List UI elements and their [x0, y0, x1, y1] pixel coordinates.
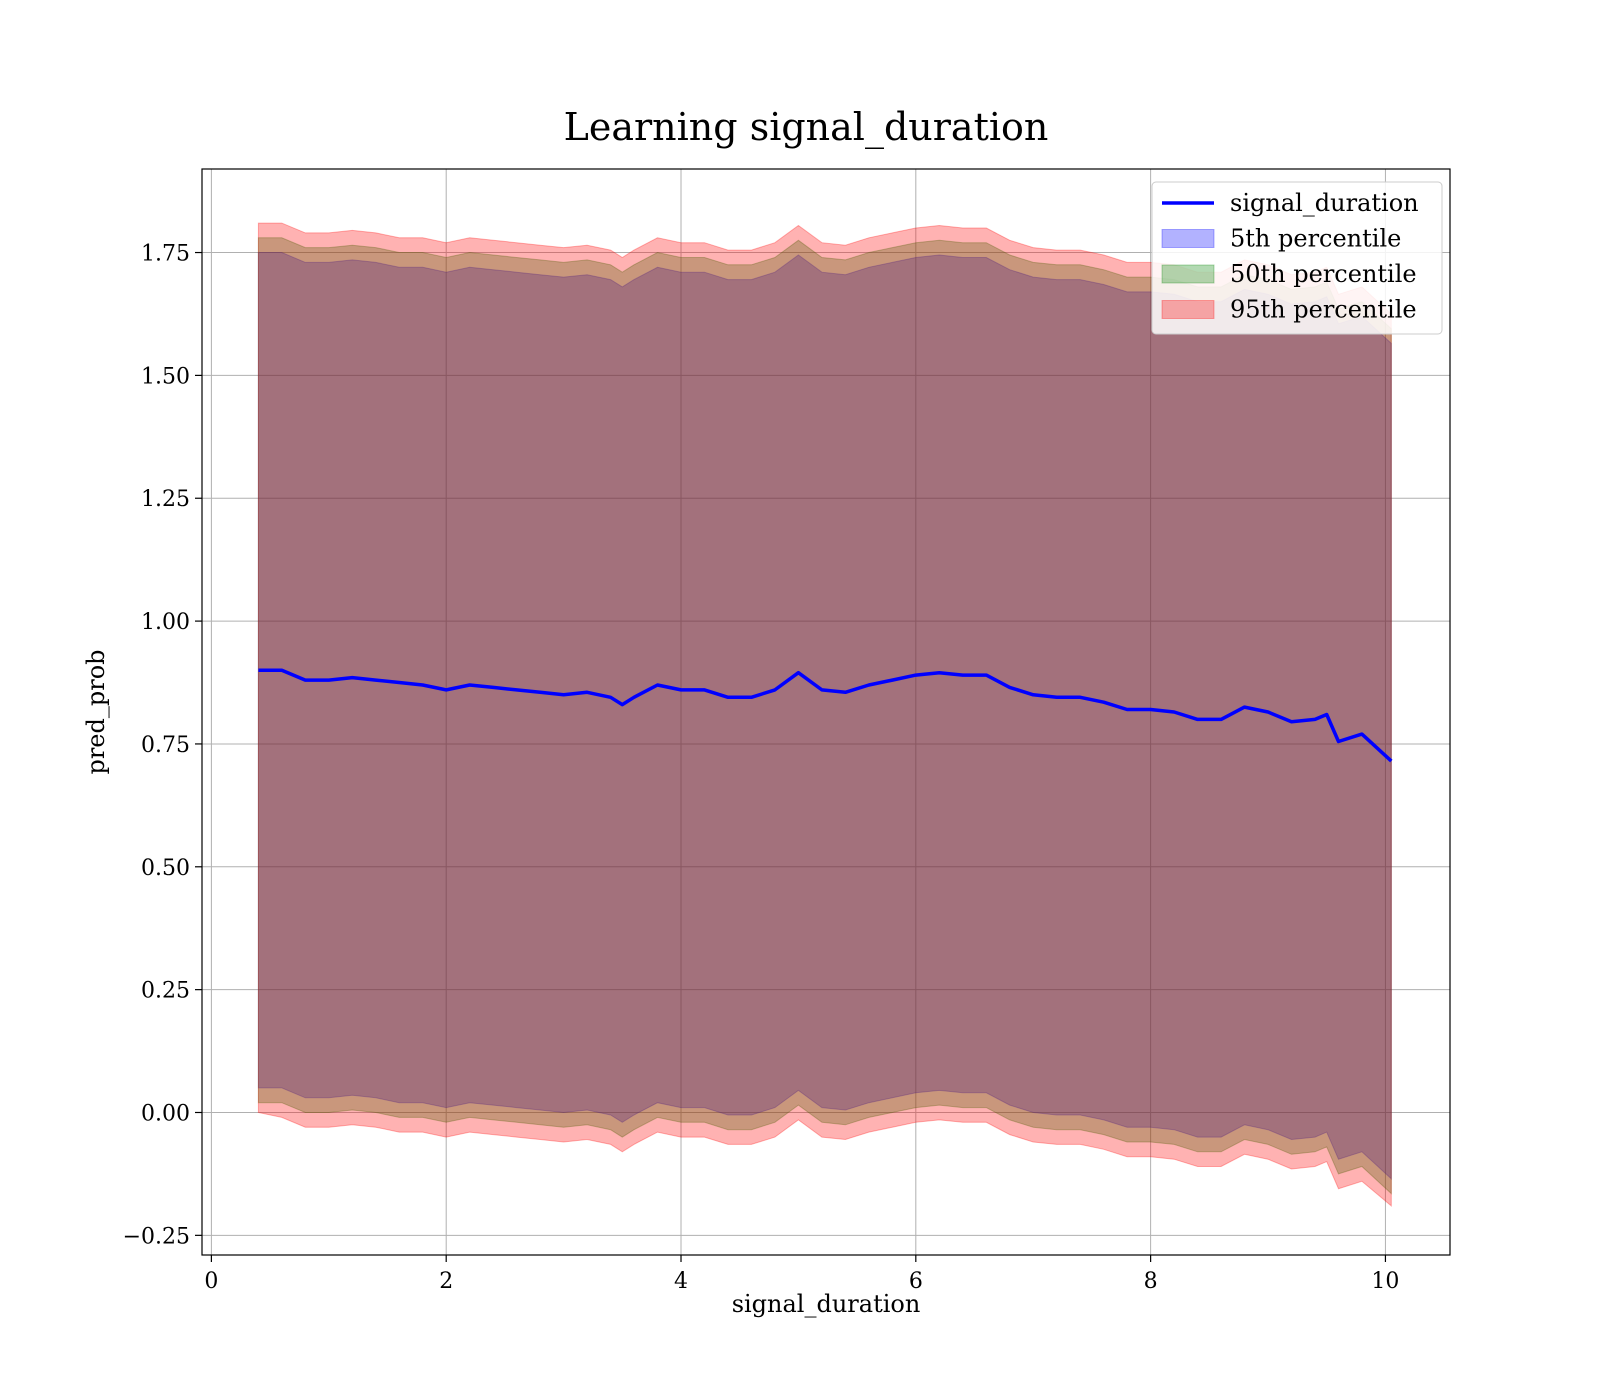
axis-ticks: 0 2 4 6 8 10 −0.25 0.00 0.25 0.50 0.75 1.00 1.25 1.50…: [123, 242, 1400, 1294]
x-tick-label: 10: [1371, 1269, 1399, 1294]
legend-label: signal_duration: [1230, 189, 1419, 217]
chart-title: Learning signal_duration: [564, 105, 1049, 150]
legend-box: [1151, 181, 1443, 335]
y-tick-label: 0.25: [141, 979, 190, 1004]
legend-patch-swatch: [1161, 229, 1215, 248]
legend-patch-swatch: [1161, 300, 1215, 319]
y-tick-label: 0.50: [141, 856, 190, 881]
band-5th-percentile: [257, 252, 1392, 1180]
y-tick-label: 1.50: [141, 364, 190, 389]
grid: [202, 169, 1450, 1255]
x-tick-label: 2: [439, 1269, 453, 1294]
y-tick-label: −0.25: [123, 1224, 190, 1249]
x-tick-label: 8: [1144, 1269, 1158, 1294]
legend-patch-swatch: [1161, 264, 1215, 284]
plot-frame: [201, 168, 1451, 1256]
band-50th-percentile: [257, 237, 1392, 1195]
y-tick-label: 0.75: [141, 733, 190, 758]
x-axis-label: signal_duration: [732, 1290, 921, 1318]
series-lines: [258, 668, 1393, 763]
legend-label: 5th percentile: [1230, 225, 1401, 253]
legend-label: 50th percentile: [1230, 260, 1417, 288]
legend: signal_duration 5th percentile 50th percen…: [1151, 181, 1443, 335]
line-signal_duration: [258, 668, 1393, 763]
y-axis-label: pred_prob: [82, 649, 110, 774]
y-tick-label: 1.75: [141, 242, 190, 267]
x-tick-label: 4: [674, 1269, 688, 1294]
y-tick-label: 0.00: [141, 1101, 190, 1126]
percentile-bands: [257, 222, 1392, 1207]
legend-label: 95th percentile: [1230, 296, 1417, 324]
y-tick-label: 1.00: [141, 610, 190, 635]
x-tick-label: 6: [909, 1269, 923, 1294]
y-tick-label: 1.25: [141, 487, 190, 512]
band-95th-percentile: [257, 222, 1392, 1207]
x-tick-label: 0: [204, 1269, 218, 1294]
